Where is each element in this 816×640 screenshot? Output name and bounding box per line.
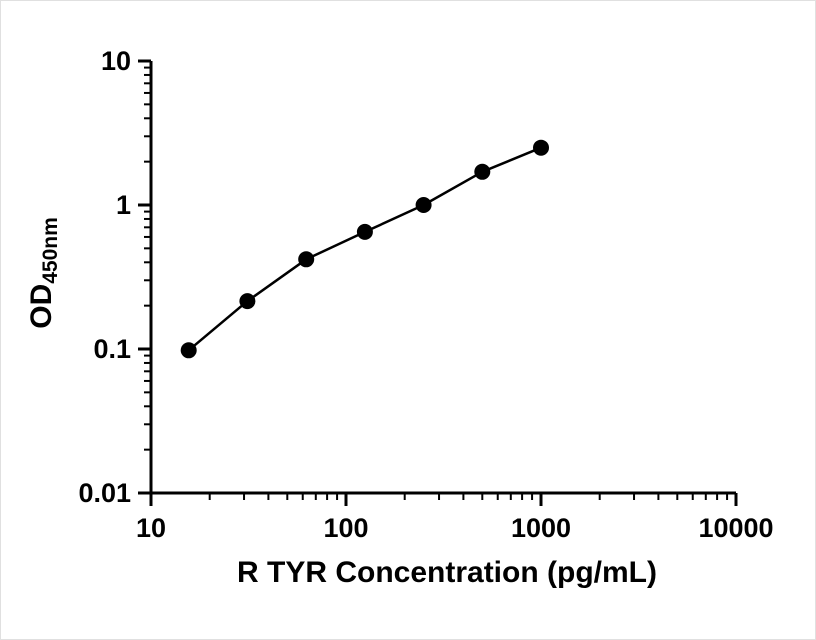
series-layer (180, 139, 549, 359)
y-tick-label: 10 (101, 46, 131, 76)
axes-layer (149, 61, 736, 495)
tick-labels-layer: 10 100 1000 10000 0.01 0.1 1 10 (78, 46, 773, 543)
y-axis-title: OD450nm (25, 217, 62, 329)
x-axis-title: R TYR Concentration (pg/mL) (237, 556, 657, 589)
data-point (180, 342, 197, 359)
data-point (356, 223, 373, 240)
data-point (298, 251, 315, 268)
ticks-layer (138, 59, 738, 506)
x-tick-label: 10000 (698, 513, 773, 543)
data-point (239, 293, 256, 310)
y-axis-title-main: OD (25, 284, 58, 329)
x-tick-label: 100 (323, 513, 368, 543)
x-tick-label: 1000 (511, 513, 571, 543)
data-point (415, 197, 432, 213)
data-point (474, 163, 491, 180)
x-tick-label: 10 (136, 513, 166, 543)
y-tick-label: 1 (116, 190, 131, 220)
y-tick-label: 0.1 (93, 334, 131, 364)
data-point (533, 139, 549, 156)
y-tick-label: 0.01 (78, 478, 131, 508)
trend-line (187, 146, 542, 352)
y-axis-title-subscript: 450nm (39, 217, 62, 284)
